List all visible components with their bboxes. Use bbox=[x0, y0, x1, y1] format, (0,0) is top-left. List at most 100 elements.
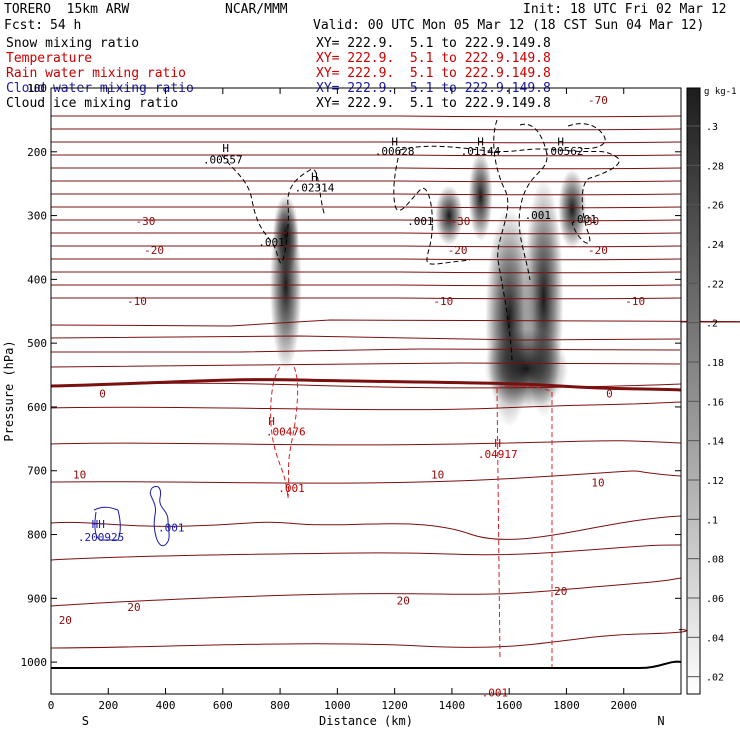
isotherm-line bbox=[50, 193, 682, 196]
snow-label: .001 bbox=[570, 213, 597, 226]
colorbar-tick-label: .08 bbox=[706, 555, 724, 566]
x-tick-label: 1600 bbox=[496, 699, 523, 712]
temperature-label: -20 bbox=[448, 244, 468, 257]
isotherm-line bbox=[50, 271, 682, 274]
isotherm-line bbox=[50, 577, 682, 607]
x-tick-label: 1200 bbox=[381, 699, 408, 712]
temperature-label: -10 bbox=[433, 295, 453, 308]
x-tick-label: 200 bbox=[98, 699, 118, 712]
colorbar-tick-label: .02 bbox=[706, 673, 724, 684]
colorbar-tick-label: .28 bbox=[706, 161, 724, 172]
x-tick-label: 800 bbox=[270, 699, 290, 712]
x-tick-label: 1400 bbox=[439, 699, 466, 712]
temperature-label: -20 bbox=[144, 244, 164, 257]
rain-contour bbox=[496, 387, 501, 661]
colorbar-tick-label: .16 bbox=[706, 397, 724, 408]
snow-label: H bbox=[557, 135, 564, 148]
colorbar-tick-label: .26 bbox=[706, 201, 724, 212]
isotherm-line bbox=[50, 470, 682, 484]
plot-frame bbox=[50, 87, 682, 695]
colorbar-tick-label: .06 bbox=[706, 594, 724, 605]
south-label: S bbox=[82, 714, 89, 728]
snow-label: H bbox=[391, 135, 398, 148]
rain-label: .001 bbox=[482, 687, 509, 700]
field-name-snow: Snow mixing ratio bbox=[6, 36, 140, 51]
field-name-rain: Rain water mixing ratio bbox=[6, 66, 187, 81]
cloud-water-label: .200925 bbox=[78, 531, 124, 544]
y-tick-label: 800 bbox=[27, 529, 47, 542]
colorbar-unit: g kg-1 bbox=[704, 87, 737, 97]
isotherm-line bbox=[50, 297, 682, 300]
snow-contour bbox=[399, 145, 620, 244]
snow-contour bbox=[518, 123, 548, 281]
isotherm-line bbox=[50, 245, 682, 248]
forecast-hours: 54 h bbox=[50, 18, 82, 33]
isotherm-line bbox=[50, 401, 682, 411]
isotherm-line bbox=[50, 180, 682, 183]
y-tick-label: 700 bbox=[27, 465, 47, 478]
isotherm-line bbox=[50, 128, 682, 131]
temperature-label: 20 bbox=[127, 601, 140, 614]
colorbar-tick-label: .24 bbox=[706, 240, 724, 251]
temperature-label: 20 bbox=[59, 614, 72, 627]
isotherm-line bbox=[50, 628, 687, 649]
temperature-label: -30 bbox=[136, 215, 156, 228]
isotherm-line bbox=[50, 544, 682, 561]
y-tick-label: 200 bbox=[27, 146, 47, 159]
colorbar-tick-label: .14 bbox=[706, 437, 724, 448]
isotherm-line bbox=[50, 167, 682, 170]
isotherm-line bbox=[50, 440, 682, 446]
init-time: Init: 18 UTC Fri 02 Mar 12 bbox=[523, 2, 727, 17]
y-tick-label: 900 bbox=[27, 592, 47, 605]
temperature-label: -30 bbox=[579, 215, 599, 228]
x-axis-label: Distance (km) bbox=[319, 714, 413, 728]
rain-label: .001 bbox=[278, 482, 305, 495]
valid-time: Valid: 00 UTC Mon 05 Mar 12 (18 CST Sun … bbox=[313, 18, 705, 33]
colorbar-tick-label: .22 bbox=[706, 279, 724, 290]
cloud-water-contour bbox=[149, 485, 170, 547]
snow-shade-blob bbox=[468, 151, 493, 242]
rain-label: H bbox=[268, 415, 275, 428]
temperature-label: 10 bbox=[431, 468, 444, 481]
x-tick-label: 1000 bbox=[324, 699, 351, 712]
temperature-isotherms bbox=[50, 115, 740, 649]
isotherm-line bbox=[50, 154, 682, 157]
rain-label: .04917 bbox=[478, 448, 518, 461]
snow-shade-blob bbox=[484, 328, 569, 409]
temperature-label: 0 bbox=[99, 387, 106, 400]
rain-label: H bbox=[494, 437, 501, 450]
x-tick-label: 400 bbox=[156, 699, 176, 712]
snow-label: .001 bbox=[258, 236, 285, 249]
isotherm-line bbox=[50, 141, 682, 144]
snow-contour bbox=[567, 123, 606, 149]
snow-label: .001 bbox=[525, 209, 552, 222]
snow-shade-blob bbox=[558, 169, 587, 250]
field-xy-rain: XY= 222.9. 5.1 to 222.9.149.8 bbox=[316, 66, 551, 81]
snow-label: .02314 bbox=[295, 181, 335, 194]
snow-label: .00562 bbox=[544, 145, 584, 158]
isotherm-line bbox=[50, 319, 740, 327]
y-tick-label: 300 bbox=[27, 210, 47, 223]
center-name: NCAR/MMM bbox=[225, 2, 288, 17]
colorbar: .3 .28 .26 .24 .22 .2 .18 .16 .14 .12 .1 .08 .06 .04.… bbox=[686, 87, 737, 695]
y-tick-label: 500 bbox=[27, 337, 47, 350]
colorbar-gradient bbox=[686, 87, 701, 695]
colorbar-tick-label: .12 bbox=[706, 476, 724, 487]
temperature-label: -10 bbox=[127, 295, 147, 308]
rain-label: .00476 bbox=[266, 426, 306, 439]
x-tick-label: 2000 bbox=[610, 699, 637, 712]
temperature-label: 0 bbox=[606, 387, 613, 400]
snow-label: .001 bbox=[407, 215, 434, 228]
field-xy-snow: XY= 222.9. 5.1 to 222.9.149.8 bbox=[316, 36, 551, 51]
temperature-label: -70 bbox=[588, 94, 608, 107]
cloud-water-label: .001 bbox=[158, 521, 185, 534]
field-xy-cloud-ice: XY= 222.9. 5.1 to 222.9.149.8 bbox=[316, 96, 551, 111]
snow-label: H bbox=[311, 170, 318, 183]
colorbar-tick-label: .04 bbox=[706, 633, 724, 644]
y-axis-label: Pressure (hPa) bbox=[2, 340, 16, 441]
x-tick-label: 1800 bbox=[553, 699, 580, 712]
y-tick-label: 1000 bbox=[21, 656, 48, 669]
colorbar-tick-label: .1 bbox=[706, 515, 718, 526]
snow-label: H bbox=[222, 142, 229, 155]
colorbar-tick-label: .3 bbox=[706, 122, 718, 133]
